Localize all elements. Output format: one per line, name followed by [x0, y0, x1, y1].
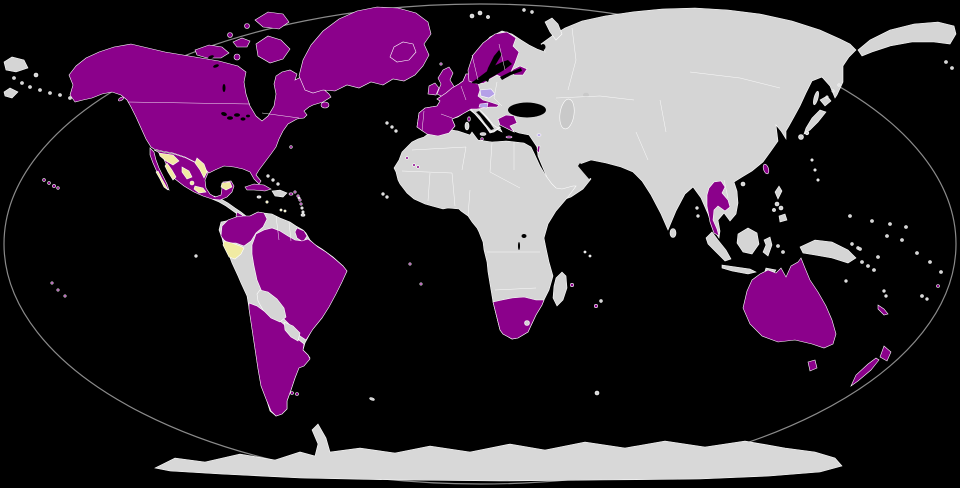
black-sea [508, 102, 546, 118]
base-landmasses [3, 7, 957, 482]
region-slovenia [478, 102, 489, 109]
canadian-lakes [208, 55, 226, 92]
region-indonesia [705, 227, 785, 275]
region-cyprus [536, 133, 542, 137]
region-puerto-rico [288, 192, 294, 196]
region-sicily [479, 132, 487, 136]
region-bahamas [266, 174, 280, 186]
region-new-zealand [850, 345, 892, 387]
region-novaya-zemlya [544, 17, 563, 41]
region-abc-islands [279, 208, 287, 213]
region-sakhalin [813, 90, 819, 106]
region-solomon-islands [850, 242, 876, 272]
persian-gulf [578, 163, 592, 179]
region-madagascar [552, 271, 568, 307]
aral-sea [583, 92, 589, 98]
region-chukotka-wrap [857, 21, 957, 57]
region-iceland [389, 41, 417, 63]
region-greenland [298, 6, 432, 94]
region-crete [505, 135, 513, 139]
region-mexico-states-cream [155, 152, 233, 194]
region-philippines [772, 185, 788, 223]
region-sri-lanka [669, 228, 677, 238]
region-czechia [479, 88, 496, 99]
region-colombia [220, 211, 268, 247]
region-faroe-islands [439, 62, 443, 66]
lake-tanganyika [518, 242, 520, 250]
region-madeira [405, 156, 409, 160]
white-sea [540, 44, 546, 50]
country-border-lines [127, 27, 781, 291]
region-south-africa [492, 296, 545, 340]
region-vanuatu [882, 289, 888, 298]
region-corsica [467, 116, 471, 122]
region-hawaii [42, 178, 60, 190]
region-japan [798, 95, 832, 140]
region-st-helena-ascension [408, 262, 423, 286]
projection-outline [3, 3, 957, 485]
region-seychelles [583, 250, 592, 258]
region-jamaica [256, 195, 262, 199]
region-fiji [920, 294, 929, 301]
region-kuril-islands [825, 83, 841, 99]
region-mauritius [599, 299, 603, 303]
region-western-europe [416, 73, 500, 137]
lake-victoria [521, 234, 527, 238]
region-bermuda [289, 145, 293, 149]
region-malta [480, 137, 484, 141]
region-cuba [244, 183, 272, 192]
region-canadian-arctic-islands [194, 11, 291, 64]
region-kerguelen [594, 390, 600, 396]
region-canada-usa-alaska [68, 43, 332, 185]
region-reunion [593, 303, 598, 308]
gulf-of-bothnia [484, 50, 502, 82]
region-aleutian-islands [12, 60, 954, 100]
region-thailand [706, 180, 731, 237]
region-lesser-antilles-french [293, 190, 303, 206]
caspian-sea [559, 98, 575, 130]
region-pacific-micronesia [810, 158, 943, 283]
region-australia [742, 257, 837, 349]
inland-waters [208, 44, 592, 250]
region-lesotho [524, 320, 530, 326]
region-hainan [740, 181, 746, 187]
region-trinidad [300, 213, 306, 217]
region-ireland [427, 82, 440, 96]
region-ecuador [222, 240, 245, 260]
region-azores [385, 121, 398, 133]
region-baja-california [149, 147, 170, 191]
region-siberia-wrap [3, 56, 39, 99]
gulf-of-finland [500, 68, 522, 80]
region-sardinia [464, 121, 470, 131]
region-bolivia [256, 289, 287, 323]
region-mayotte [569, 282, 574, 287]
region-paraguay [283, 321, 301, 342]
region-new-caledonia [877, 304, 889, 316]
region-antarctica [154, 423, 843, 482]
region-svalbard [469, 8, 534, 19]
region-cape-verde [381, 192, 389, 199]
region-taiwan [762, 163, 770, 175]
region-tasmania [807, 359, 818, 372]
region-galapagos [194, 254, 198, 258]
region-canary-islands [412, 163, 420, 169]
region-greece [497, 114, 518, 133]
great-lakes [221, 112, 250, 121]
region-argentina-chile-uruguay [248, 302, 311, 417]
region-new-guinea [799, 239, 857, 264]
region-newfoundland [320, 101, 330, 109]
adriatic-sea [476, 111, 494, 130]
region-falkland-islands [290, 391, 299, 396]
region-cayman-islands [265, 200, 269, 204]
region-israel [536, 145, 541, 154]
region-wallis-futuna [936, 284, 940, 288]
region-french-polynesia [50, 281, 67, 298]
region-andaman-islands [695, 206, 700, 218]
region-vancouver-island [117, 96, 125, 102]
region-south-georgia [369, 397, 375, 401]
region-hispaniola [271, 189, 288, 198]
